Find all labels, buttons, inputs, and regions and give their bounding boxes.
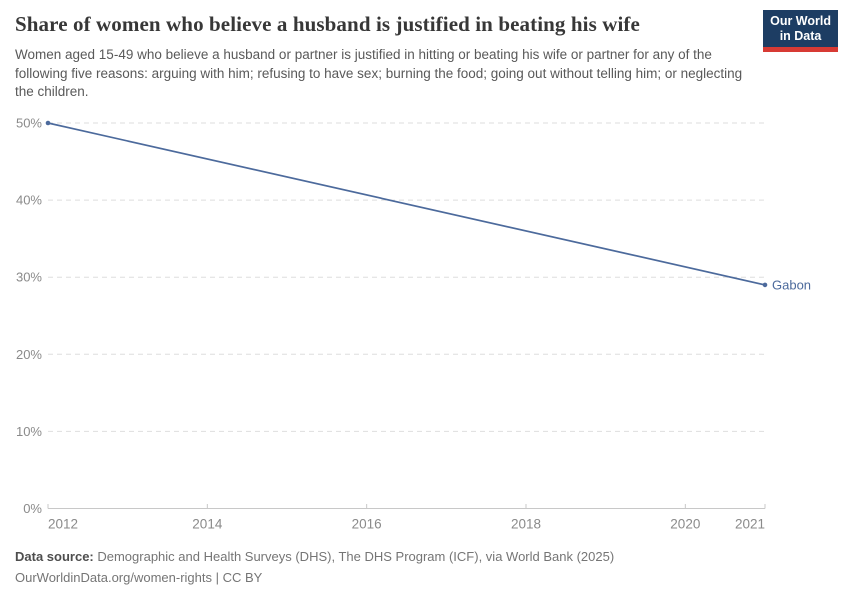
chart-footer: Data source: Demographic and Health Surv… bbox=[15, 546, 614, 588]
x-tick-label: 2018 bbox=[511, 517, 541, 532]
data-source-label: Data source: bbox=[15, 549, 94, 564]
y-tick-label: 50% bbox=[16, 116, 42, 131]
series-endpoint[interactable] bbox=[762, 282, 768, 288]
series-line[interactable] bbox=[47, 122, 766, 286]
x-tick-label: 2021 bbox=[735, 517, 765, 532]
line-chart: 0% 10% 20% 30% 40% 50% 2012 2014 2016 2018 2020 202… bbox=[16, 116, 811, 532]
x-tick-label: 2016 bbox=[352, 517, 382, 532]
logo-line1: Our World bbox=[770, 14, 831, 28]
data-source-line: Data source: Demographic and Health Surv… bbox=[15, 546, 614, 567]
y-tick-label: 30% bbox=[16, 270, 42, 285]
x-tick-label: 2020 bbox=[670, 517, 700, 532]
y-tick-label: 20% bbox=[16, 347, 42, 362]
y-tick-label: 40% bbox=[16, 193, 42, 208]
chart-subtitle: Women aged 15-49 who believe a husband o… bbox=[15, 47, 743, 99]
x-tick-label: 2014 bbox=[192, 517, 223, 532]
license-line[interactable]: OurWorldinData.org/women-rights | CC BY bbox=[15, 570, 263, 585]
y-tick-label: 0% bbox=[23, 501, 42, 516]
series-label[interactable]: Gabon bbox=[772, 277, 811, 292]
series-endpoint[interactable] bbox=[45, 120, 51, 126]
x-tick-label: 2012 bbox=[48, 517, 78, 532]
logo-line2: in Data bbox=[779, 29, 822, 43]
page-title: Share of women who believe a husband is … bbox=[15, 12, 640, 36]
data-source-text: Demographic and Health Surveys (DHS), Th… bbox=[93, 549, 615, 564]
owid-logo: Our World in Data bbox=[763, 10, 838, 52]
y-tick-label: 10% bbox=[16, 424, 42, 439]
